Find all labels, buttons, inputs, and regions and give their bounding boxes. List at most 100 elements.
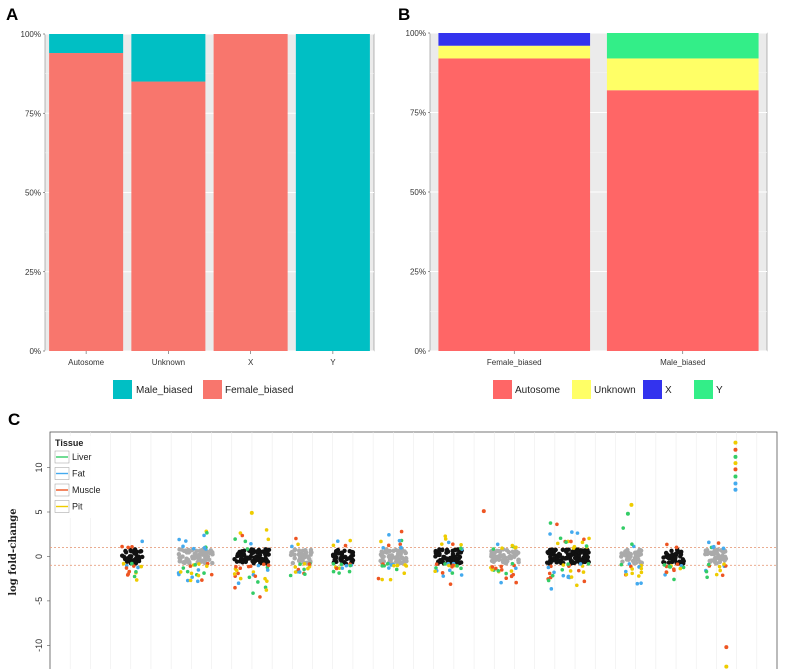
- tissue-point-liver: [630, 542, 634, 547]
- tissue-point-pit: [639, 570, 644, 575]
- tissue-point-fat: [447, 568, 452, 573]
- tissue-point-muscle: [547, 571, 552, 576]
- legend-label-liver: Liver: [72, 452, 92, 462]
- gene-point: [386, 554, 392, 559]
- y-tick-label: 25%: [25, 268, 41, 277]
- tissue-point-liver: [243, 539, 248, 544]
- tissue-point-pit: [581, 570, 586, 574]
- tissue-point-muscle: [440, 571, 445, 575]
- y-tick-label: 75%: [25, 109, 41, 118]
- gene-point: [507, 555, 512, 561]
- tissue-point-fat: [499, 580, 503, 585]
- gene-point: [673, 555, 678, 560]
- y-tick-label: 25%: [410, 268, 426, 277]
- tissue-point-liver: [263, 585, 268, 590]
- tissue-point-muscle: [126, 545, 130, 550]
- gene-point: [140, 554, 145, 560]
- tissue-point-fat: [397, 538, 402, 543]
- tissue-point-muscle: [238, 566, 243, 571]
- tissue-point-liver: [233, 537, 237, 541]
- x-tick-label-autosome: Autosome: [68, 358, 105, 367]
- gene-point: [292, 556, 297, 561]
- tissue-point-fat: [495, 542, 500, 547]
- tissue-point-muscle: [555, 522, 559, 527]
- gene-point: [666, 555, 671, 561]
- legend-label-pit: Pit: [72, 502, 83, 512]
- tissue-point-liver: [185, 569, 190, 574]
- legend-swatch-female-biased: [203, 380, 222, 399]
- panel-label-b: B: [398, 5, 410, 24]
- tissue-point-fat: [635, 581, 640, 586]
- tissue-point-muscle: [234, 564, 238, 569]
- tissue-point-liver: [245, 547, 250, 551]
- bar-unknown-male-biased: [606, 58, 759, 91]
- tissue-point-muscle: [120, 544, 124, 549]
- outlier-point-fat: [733, 487, 738, 492]
- legend-swatch-x: [643, 380, 662, 399]
- gene-point: [575, 549, 580, 554]
- tissue-point-pit: [348, 538, 353, 543]
- tissue-point-muscle: [130, 544, 134, 549]
- gene-point: [626, 550, 631, 556]
- gene-point: [551, 556, 557, 561]
- legend-swatch-male-biased: [113, 380, 132, 399]
- tissue-point-muscle: [675, 562, 680, 566]
- tissue-point-liver: [181, 566, 186, 570]
- tissue-point-muscle: [188, 564, 193, 568]
- tissue-point-muscle: [582, 579, 587, 584]
- tissue-point-pit: [178, 570, 183, 574]
- gene-point: [244, 555, 250, 560]
- legend-label-unknown: Unknown: [594, 385, 636, 396]
- tissue-point-pit: [189, 571, 194, 576]
- tissue-point-muscle: [294, 536, 298, 541]
- tissue-point-liver: [667, 564, 672, 569]
- tissue-point-muscle: [236, 571, 240, 576]
- gene-point: [677, 550, 683, 555]
- tissue-point-muscle: [261, 562, 266, 567]
- tissue-point-liver: [558, 536, 563, 541]
- y-tick-label: -5: [34, 597, 44, 605]
- tissue-point-muscle: [307, 562, 312, 566]
- gene-point: [678, 554, 683, 559]
- y-tick-label: 10: [34, 463, 44, 473]
- tissue-point-fat: [441, 574, 446, 578]
- tissue-point-muscle: [664, 570, 669, 574]
- tissue-point-fat: [177, 537, 181, 542]
- gene-point: [404, 558, 409, 564]
- tissue-point-pit: [238, 576, 243, 581]
- tissue-point-muscle: [334, 566, 339, 571]
- gene-point: [201, 549, 206, 554]
- tissue-point-liver: [504, 571, 508, 576]
- tissue-point-pit: [234, 568, 239, 573]
- gene-point: [554, 560, 559, 565]
- tissue-point-pit: [433, 569, 437, 574]
- gene-point: [555, 556, 560, 561]
- gene-point: [347, 556, 353, 561]
- gene-point: [619, 554, 624, 559]
- tissue-point-fat: [566, 575, 571, 580]
- tissue-point-pit: [395, 563, 400, 568]
- gene-point: [185, 557, 191, 563]
- y-ticks-b: 0% 25% 50% 75% 100%: [406, 29, 430, 356]
- tissue-point-liver: [564, 540, 568, 544]
- tissue-point-liver: [491, 547, 496, 551]
- tissue-point-pit: [500, 546, 504, 550]
- tissue-point-liver: [619, 562, 624, 567]
- gene-point: [456, 556, 462, 561]
- tissue-point-pit: [402, 571, 407, 576]
- gene-point: [556, 551, 562, 557]
- gene-point: [638, 548, 644, 553]
- tissue-point-fat: [639, 581, 643, 585]
- tissue-point-pit: [717, 564, 722, 569]
- gene-point: [573, 552, 578, 558]
- tissue-point-pit: [302, 562, 307, 566]
- y-tick-label: 50%: [25, 189, 41, 198]
- gene-point: [234, 559, 240, 564]
- outlier-point-muscle: [724, 645, 729, 650]
- legend-label-autosome: Autosome: [515, 385, 560, 396]
- legend-swatch-autosome: [493, 380, 512, 399]
- tissue-point-pit: [439, 542, 444, 546]
- gene-point: [400, 555, 405, 561]
- tissue-point-liver: [672, 577, 676, 582]
- tissue-point-fat: [290, 544, 294, 549]
